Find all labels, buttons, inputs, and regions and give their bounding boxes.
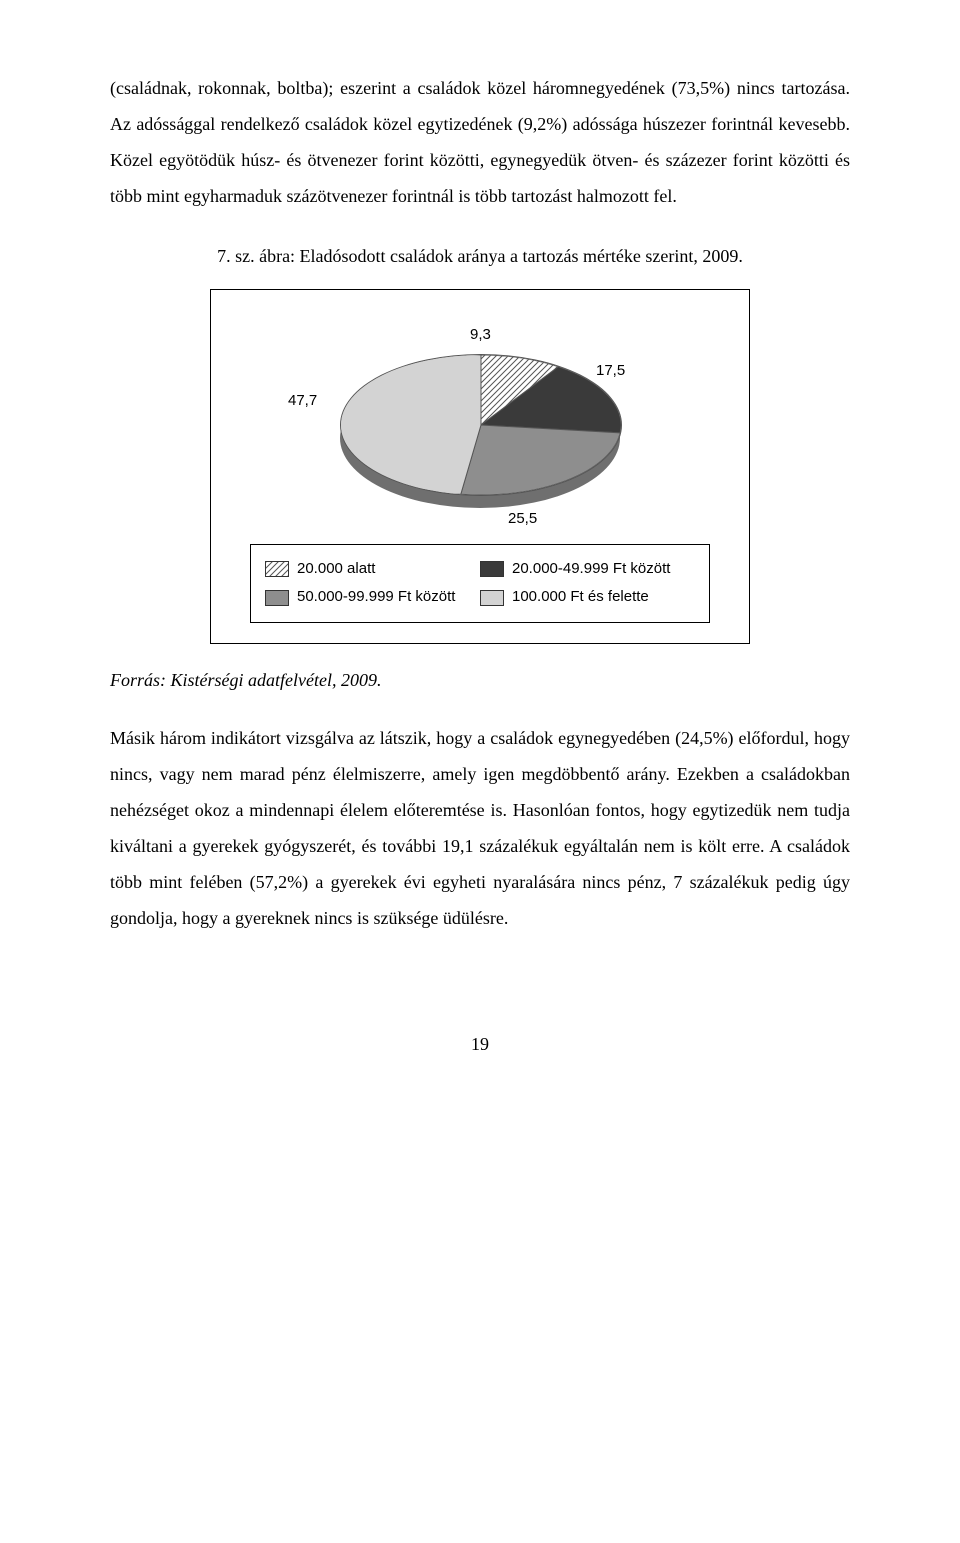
document-page: (családnak, rokonnak, boltba); eszerint … [0,0,960,1122]
legend-label-2: 20.000-49.999 Ft között [512,555,670,584]
legend-swatch-3 [265,590,289,606]
pie-top [340,354,622,496]
pie-label-3: 25,5 [508,504,537,534]
legend-label-3: 50.000-99.999 Ft között [297,583,455,612]
chart-legend: 20.000 alatt 20.000-49.999 Ft között 50.… [250,544,710,623]
legend-item-4: 100.000 Ft és felette [480,583,695,612]
legend-swatch-4 [480,590,504,606]
legend-item-1: 20.000 alatt [265,555,480,584]
pie-chart-container: 9,3 17,5 25,5 47,7 [210,289,750,644]
pie-label-1: 9,3 [470,320,491,350]
figure-caption: 7. sz. ábra: Eladósodott családok aránya… [110,242,850,271]
legend-swatch-1 [265,561,289,577]
legend-label-1: 20.000 alatt [297,555,375,584]
pie-label-4: 47,7 [288,386,317,416]
pie-chart: 9,3 17,5 25,5 47,7 [270,314,690,514]
legend-label-4: 100.000 Ft és felette [512,583,649,612]
legend-item-3: 50.000-99.999 Ft között [265,583,480,612]
legend-item-2: 20.000-49.999 Ft között [480,555,695,584]
figure-source: Forrás: Kistérségi adatfelvétel, 2009. [110,662,850,698]
paragraph-2: Másik három indikátort vizsgálva az láts… [110,720,850,936]
page-number: 19 [110,1026,850,1062]
legend-swatch-2 [480,561,504,577]
paragraph-1: (családnak, rokonnak, boltba); eszerint … [110,70,850,214]
